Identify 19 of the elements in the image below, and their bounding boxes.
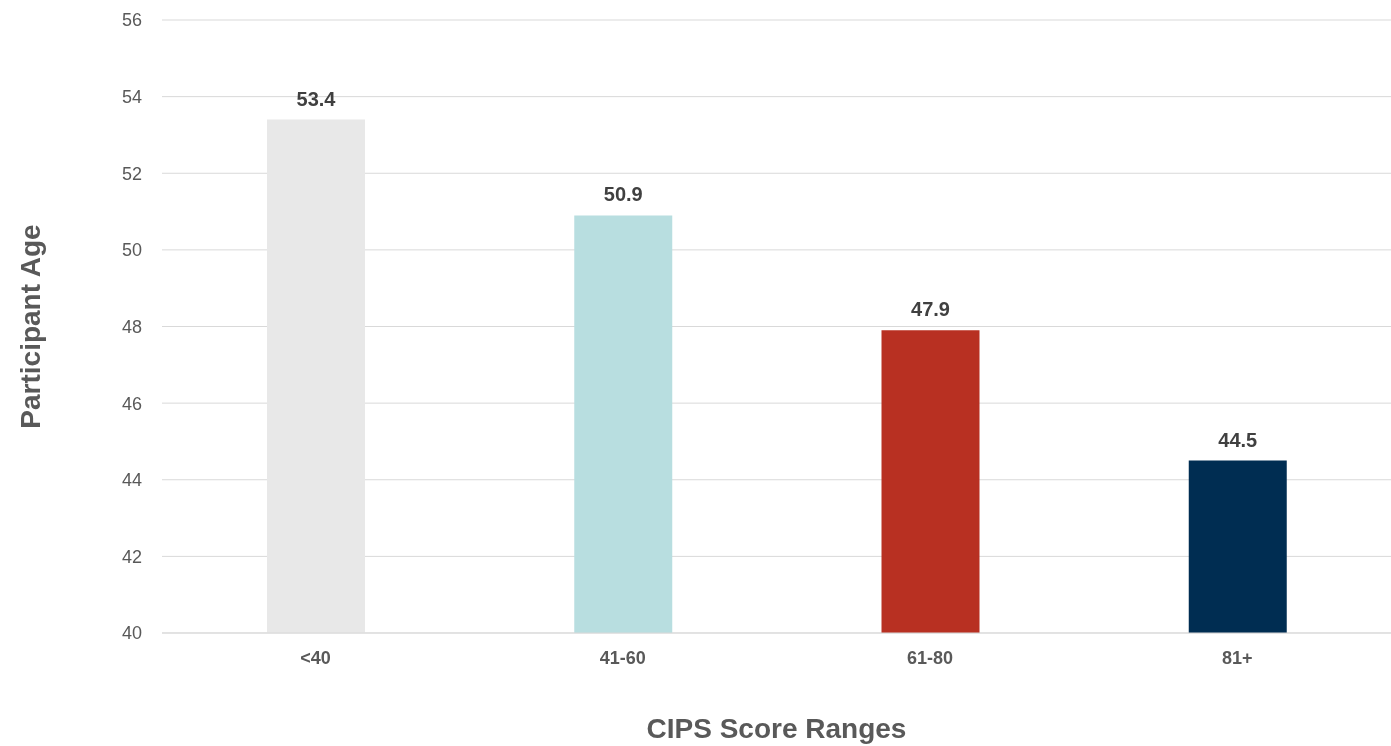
y-tick-label: 42 bbox=[121, 546, 142, 567]
data-label: 44.5 bbox=[1218, 428, 1258, 451]
data-label: 50.9 bbox=[603, 183, 643, 206]
x-axis-title: CIPS Score Ranges bbox=[646, 713, 907, 744]
x-tick-label: 81+ bbox=[1222, 647, 1253, 668]
data-label: 53.4 bbox=[296, 87, 337, 110]
y-tick-label: 54 bbox=[121, 87, 142, 108]
y-axis-title: Participant Age bbox=[14, 224, 46, 429]
y-tick-label: 48 bbox=[121, 316, 142, 337]
data-label: 47.9 bbox=[911, 298, 950, 321]
y-tick-label: 46 bbox=[121, 393, 142, 414]
x-tick-label: 61-80 bbox=[907, 647, 954, 668]
y-tick-label: 50 bbox=[121, 240, 142, 261]
y-tick-label: 56 bbox=[121, 10, 142, 31]
x-tick-label: <40 bbox=[300, 647, 331, 668]
y-tick-label: 44 bbox=[121, 470, 142, 491]
y-tick-label: 40 bbox=[121, 623, 142, 644]
y-tick-label: 52 bbox=[121, 163, 142, 184]
x-tick-label: 41-60 bbox=[599, 647, 646, 668]
